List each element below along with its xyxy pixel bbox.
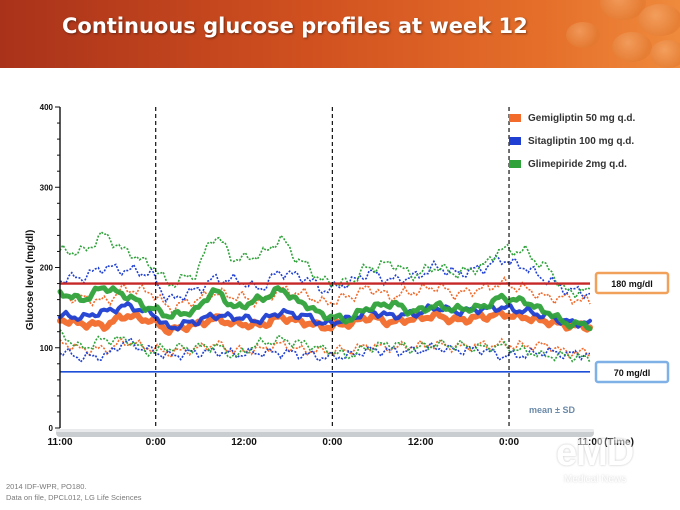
reference-lines: 180 mg/dl 70 mg/dl xyxy=(60,271,670,384)
legend-entry: Gemigliptin 50 mg q.d. xyxy=(528,113,635,124)
reference-label: 70 mg/dl xyxy=(614,368,651,378)
x-tick-label: 11:00 xyxy=(47,437,72,448)
x-tick-label: 0:00 xyxy=(322,437,342,448)
glucose-chart: 180 mg/dl 70 mg/dl 0 100 200 300 400 11:00 0:00… xyxy=(25,103,670,448)
decorative-pill xyxy=(638,4,680,36)
x-tick-label: 11:00 xyxy=(577,437,602,448)
footnote-line: Data on file, DPCL012, LG Life Sciences xyxy=(6,493,142,502)
legend-swatch xyxy=(509,114,521,122)
legend: Gemigliptin 50 mg q.d. Sitagliptin 100 mg… xyxy=(509,113,635,170)
footnotes: 2014 IDF-WPR, PO180. Data on file, DPCL0… xyxy=(6,481,142,503)
x-axis-bar-highlight xyxy=(56,429,594,432)
y-axis-label: Glucose level (mg/dl) xyxy=(25,230,36,331)
x-tick-label: 0:00 xyxy=(146,437,166,448)
sd-lower-line xyxy=(59,337,591,359)
reference-label-box xyxy=(594,271,670,295)
axes: 0 100 200 300 400 11:00 0:00 12:00 0:00 12:00 0:00… xyxy=(40,103,603,448)
reference-label-box xyxy=(594,360,670,384)
sd-upper-line xyxy=(59,275,591,315)
legend-swatch xyxy=(509,160,521,168)
legend-entry: Sitagliptin 100 mg q.d. xyxy=(528,136,634,147)
sd-lower-line xyxy=(59,336,590,364)
legend-swatch xyxy=(509,137,521,145)
decorative-pill xyxy=(612,32,652,62)
mean-line xyxy=(57,285,593,332)
reference-label: 180 mg/dl xyxy=(611,279,653,289)
series-1 xyxy=(57,275,593,359)
sd-upper-line xyxy=(59,230,591,300)
footnote-line: 2014 IDF-WPR, PO180. xyxy=(6,482,87,491)
legend-entry: Glimepiride 2mg q.d. xyxy=(528,159,627,170)
y-tick-label: 0 xyxy=(49,424,54,433)
decorative-pill xyxy=(600,0,646,20)
mean-line xyxy=(57,307,593,336)
watermark-logo: eMD Medical News xyxy=(556,432,666,492)
y-tick-label: 100 xyxy=(40,344,54,353)
x-tick-label: 0:00 xyxy=(499,437,519,448)
sd-lower-line xyxy=(59,329,591,364)
page-title: Continuous glucose profiles at week 12 xyxy=(62,14,528,38)
watermark-logo-text: eMD xyxy=(556,432,634,474)
series-3 xyxy=(57,230,593,364)
title-banner: Continuous glucose profiles at week 12 xyxy=(0,0,680,68)
mean-sd-note: mean ± SD xyxy=(529,405,575,415)
x-axis-label: (Time) xyxy=(604,437,634,448)
x-tick-label: 12:00 xyxy=(408,437,434,448)
watermark-sub-text: Medical News xyxy=(564,474,627,485)
y-tick-label: 200 xyxy=(40,264,54,273)
plot-layer xyxy=(57,230,593,364)
decorative-pill xyxy=(650,40,680,68)
x-tick-label: 12:00 xyxy=(231,437,257,448)
y-tick-label: 400 xyxy=(40,103,54,112)
decorative-pill xyxy=(566,22,600,48)
sd-upper-line xyxy=(59,254,591,304)
y-tick-label: 300 xyxy=(40,183,54,192)
